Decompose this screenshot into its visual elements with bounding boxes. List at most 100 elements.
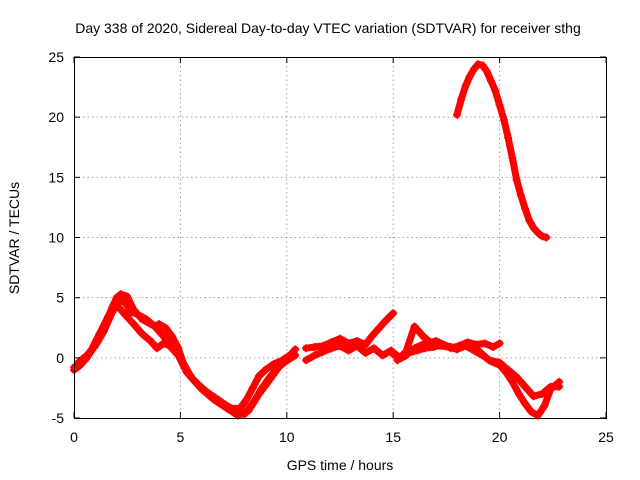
data-point: [521, 382, 530, 391]
y-axis-label: SDTVAR / TECUs: [6, 182, 22, 294]
x-tick-label: 15: [385, 429, 401, 445]
data-point: [127, 308, 136, 317]
data-point: [210, 395, 219, 404]
data-point: [499, 115, 508, 124]
data-point: [489, 343, 498, 351]
data-point: [389, 309, 398, 318]
y-tick-label: 0: [56, 350, 64, 366]
data-point: [159, 332, 168, 341]
data-point: [197, 385, 206, 394]
data-point: [121, 298, 130, 307]
data-point: [495, 358, 504, 367]
data-point: [529, 392, 538, 401]
data-point: [344, 339, 353, 348]
x-tick-label: 10: [279, 429, 295, 445]
series-trace-h: [453, 60, 551, 242]
series-line: [453, 60, 550, 241]
data-point: [310, 351, 319, 360]
data-point: [146, 337, 155, 345]
data-point: [150, 322, 159, 331]
data-point: [108, 308, 117, 317]
data-point: [116, 290, 125, 299]
data-point: [474, 346, 483, 355]
data-point: [265, 375, 274, 384]
data-point: [504, 365, 513, 374]
data-point: [527, 408, 536, 416]
data-point: [310, 343, 319, 351]
data-point: [244, 406, 253, 415]
data-point: [514, 389, 523, 398]
data-point: [512, 175, 521, 184]
data-point: [167, 341, 176, 350]
data-point: [521, 204, 530, 213]
series-trace-d: [302, 309, 398, 353]
data-point: [453, 110, 461, 119]
data-point: [393, 356, 402, 365]
data-point: [336, 341, 344, 350]
data-point: [370, 344, 378, 353]
data-point: [374, 325, 383, 333]
data-series: [70, 60, 564, 420]
data-point: [461, 81, 470, 90]
data-point: [99, 327, 108, 336]
x-tick-label: 25: [598, 429, 614, 445]
data-point: [495, 339, 504, 348]
data-point: [367, 332, 376, 341]
data-point: [546, 382, 555, 391]
y-tick-label: -5: [52, 410, 65, 426]
data-point: [463, 339, 472, 348]
y-tick-label: 10: [48, 230, 64, 246]
data-point: [508, 154, 517, 163]
data-point: [344, 346, 353, 355]
data-point: [480, 339, 489, 348]
data-point: [529, 223, 538, 232]
data-point: [533, 228, 542, 237]
axis-ticks: 0 5 10 15 20 25 -5 0 5 10 15 20 25: [48, 49, 614, 445]
data-point: [361, 349, 370, 357]
data-point: [276, 361, 285, 370]
series-line: [389, 323, 563, 420]
x-axis-label: GPS time / hours: [287, 457, 394, 473]
y-tick-label: 5: [56, 290, 64, 306]
data-point: [133, 310, 142, 319]
data-point: [410, 322, 419, 331]
data-point: [485, 356, 493, 365]
data-point: [470, 65, 479, 73]
data-point: [123, 292, 132, 301]
data-point: [287, 353, 296, 362]
data-point: [410, 344, 419, 353]
data-point: [255, 371, 264, 380]
data-point: [389, 350, 398, 359]
data-point: [121, 310, 130, 319]
data-point: [380, 317, 389, 326]
data-point: [74, 358, 83, 367]
data-point: [327, 344, 336, 353]
data-point: [457, 95, 466, 104]
data-point: [378, 351, 387, 360]
data-point: [542, 233, 551, 242]
data-point: [248, 383, 257, 392]
data-point: [336, 334, 344, 343]
x-tick-label: 5: [177, 429, 185, 445]
y-tick-label: 20: [48, 109, 64, 125]
data-point: [495, 101, 504, 110]
data-point: [176, 353, 185, 362]
data-point: [142, 315, 151, 324]
data-point: [302, 356, 310, 365]
data-point: [453, 344, 461, 353]
data-point: [261, 365, 270, 374]
data-point: [465, 72, 474, 81]
series-trace-c: [74, 296, 296, 420]
data-point: [421, 339, 430, 348]
data-point: [187, 373, 195, 382]
series-trace-g: [393, 337, 564, 401]
data-point: [361, 340, 370, 349]
data-point: [491, 86, 500, 95]
data-point: [487, 77, 496, 86]
data-point: [91, 341, 100, 350]
data-point: [431, 337, 440, 345]
data-point: [138, 329, 147, 338]
x-tick-label: 20: [492, 429, 508, 445]
data-point: [114, 296, 123, 305]
